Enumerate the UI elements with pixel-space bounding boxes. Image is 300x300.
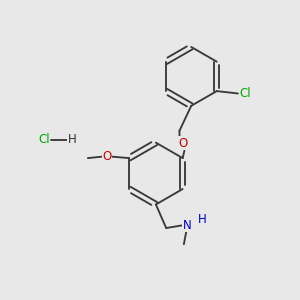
Text: Cl: Cl xyxy=(240,87,251,100)
Text: H: H xyxy=(198,213,206,226)
Text: O: O xyxy=(178,136,187,149)
Text: Cl: Cl xyxy=(38,133,50,146)
Text: H: H xyxy=(68,133,76,146)
Text: N: N xyxy=(182,219,191,232)
Text: O: O xyxy=(102,150,112,163)
